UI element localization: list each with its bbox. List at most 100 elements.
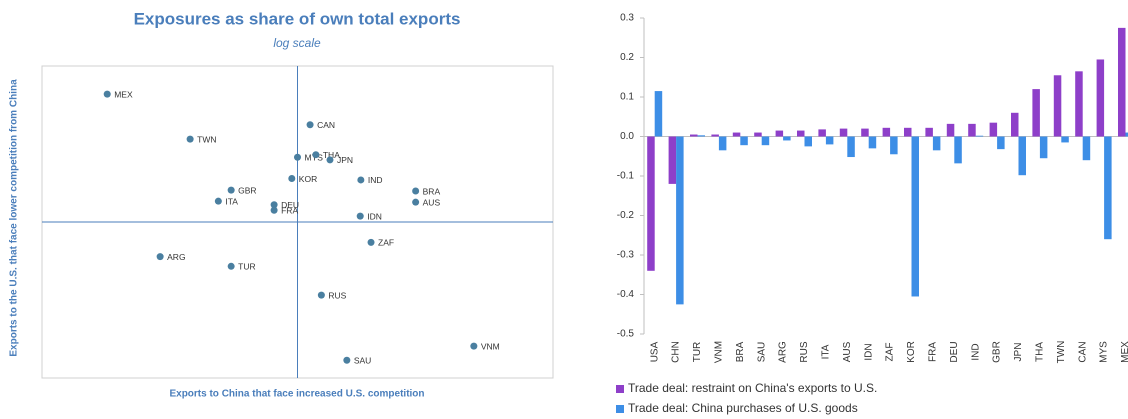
legend-swatch — [616, 405, 624, 413]
point-label: MEX — [114, 89, 133, 99]
x-tick-label: GBR — [992, 341, 1003, 363]
bar — [754, 132, 762, 137]
bar — [690, 134, 698, 137]
point-label: ARG — [167, 252, 185, 262]
point — [357, 176, 365, 184]
point-label: JPN — [337, 155, 353, 165]
bar — [954, 136, 962, 164]
point — [214, 197, 222, 205]
bar — [1032, 89, 1040, 137]
point-label: TUR — [238, 262, 255, 272]
bar — [847, 136, 855, 158]
legend-swatch — [616, 385, 624, 393]
bar — [911, 136, 919, 297]
y-tick-label: 0.1 — [620, 92, 634, 103]
bar — [968, 123, 976, 137]
bar — [775, 130, 784, 137]
bar — [932, 136, 941, 151]
x-tick-label: TUR — [692, 342, 703, 363]
bar — [975, 135, 984, 137]
bar — [647, 136, 655, 271]
point — [317, 291, 325, 299]
y-tick-label: -0.1 — [617, 171, 635, 182]
point-label: IND — [368, 175, 383, 185]
bar — [711, 134, 719, 137]
x-tick-label: MEX — [1120, 341, 1128, 363]
x-tick-label: FRA — [928, 342, 939, 362]
bar — [1082, 136, 1091, 161]
point — [312, 151, 320, 159]
point-label: AUS — [423, 197, 441, 207]
x-tick-label: KOR — [906, 341, 917, 363]
scatter-title: Exposures as share of own total exports — [134, 9, 461, 28]
point — [343, 356, 351, 364]
point-label: RUS — [328, 290, 346, 300]
x-axis-label: Exports to China that face increased U.S… — [169, 389, 424, 400]
bar — [861, 128, 869, 137]
x-tick-label: IND — [970, 343, 981, 360]
point-label: ZAF — [378, 238, 394, 248]
bar — [989, 122, 998, 137]
scatter-subtitle: log scale — [273, 36, 321, 50]
point-label: DEU — [281, 200, 299, 210]
point — [288, 175, 296, 183]
x-tick-label: ARG — [778, 341, 789, 363]
bar — [1061, 136, 1069, 143]
point-label: TWN — [197, 134, 216, 144]
bar — [925, 127, 933, 137]
y-tick-label: -0.2 — [617, 210, 635, 221]
bar — [740, 136, 748, 146]
bar — [676, 136, 684, 305]
x-tick-label: IDN — [863, 343, 874, 360]
point — [227, 186, 235, 194]
bar — [1039, 136, 1048, 159]
y-axis-label: Exports to the U.S. that face lower comp… — [9, 79, 20, 357]
y-tick-label: 0.2 — [620, 52, 634, 63]
bar — [904, 127, 912, 137]
bar — [825, 136, 834, 145]
bar — [732, 132, 741, 137]
bar — [654, 91, 663, 137]
point — [306, 121, 314, 129]
bar — [882, 127, 891, 137]
legend-label: Trade deal: restraint on China's exports… — [628, 381, 877, 395]
x-tick-label: JPN — [1013, 343, 1024, 362]
bar — [1075, 71, 1083, 137]
point-label: BRA — [423, 186, 441, 196]
bar — [1118, 27, 1126, 137]
point-label: SAU — [354, 355, 371, 365]
bar — [1053, 75, 1062, 137]
y-tick-label: 0.0 — [620, 131, 634, 142]
y-tick-label: -0.5 — [617, 329, 635, 340]
bar — [946, 123, 955, 137]
point — [270, 206, 278, 214]
bar — [804, 136, 812, 147]
point — [356, 212, 364, 220]
point-label: THA — [323, 150, 340, 160]
bar — [718, 136, 727, 151]
bar — [1104, 136, 1112, 240]
bar — [1096, 59, 1105, 137]
point-label: KOR — [299, 174, 317, 184]
x-tick-label: SAU — [756, 342, 767, 363]
legend-label: Trade deal: China purchases of U.S. good… — [628, 401, 858, 415]
point-label: FRA — [281, 205, 298, 215]
x-tick-label: CHN — [671, 341, 682, 363]
bar — [761, 136, 770, 146]
bar — [1018, 136, 1026, 176]
x-tick-label: VNM — [714, 341, 725, 363]
bar — [697, 135, 705, 137]
x-tick-label: MYS — [1099, 341, 1110, 363]
bar — [818, 129, 826, 137]
point-label: CAN — [317, 120, 335, 130]
point-label: GBR — [238, 185, 256, 195]
x-tick-label: ITA — [821, 344, 832, 359]
x-tick-label: ZAF — [885, 343, 896, 362]
point — [294, 153, 301, 161]
x-tick-label: DEU — [949, 341, 960, 362]
y-tick-label: -0.3 — [617, 250, 635, 261]
point-label: ITA — [225, 196, 238, 206]
x-tick-label: AUS — [842, 341, 853, 362]
bar — [1011, 112, 1019, 137]
